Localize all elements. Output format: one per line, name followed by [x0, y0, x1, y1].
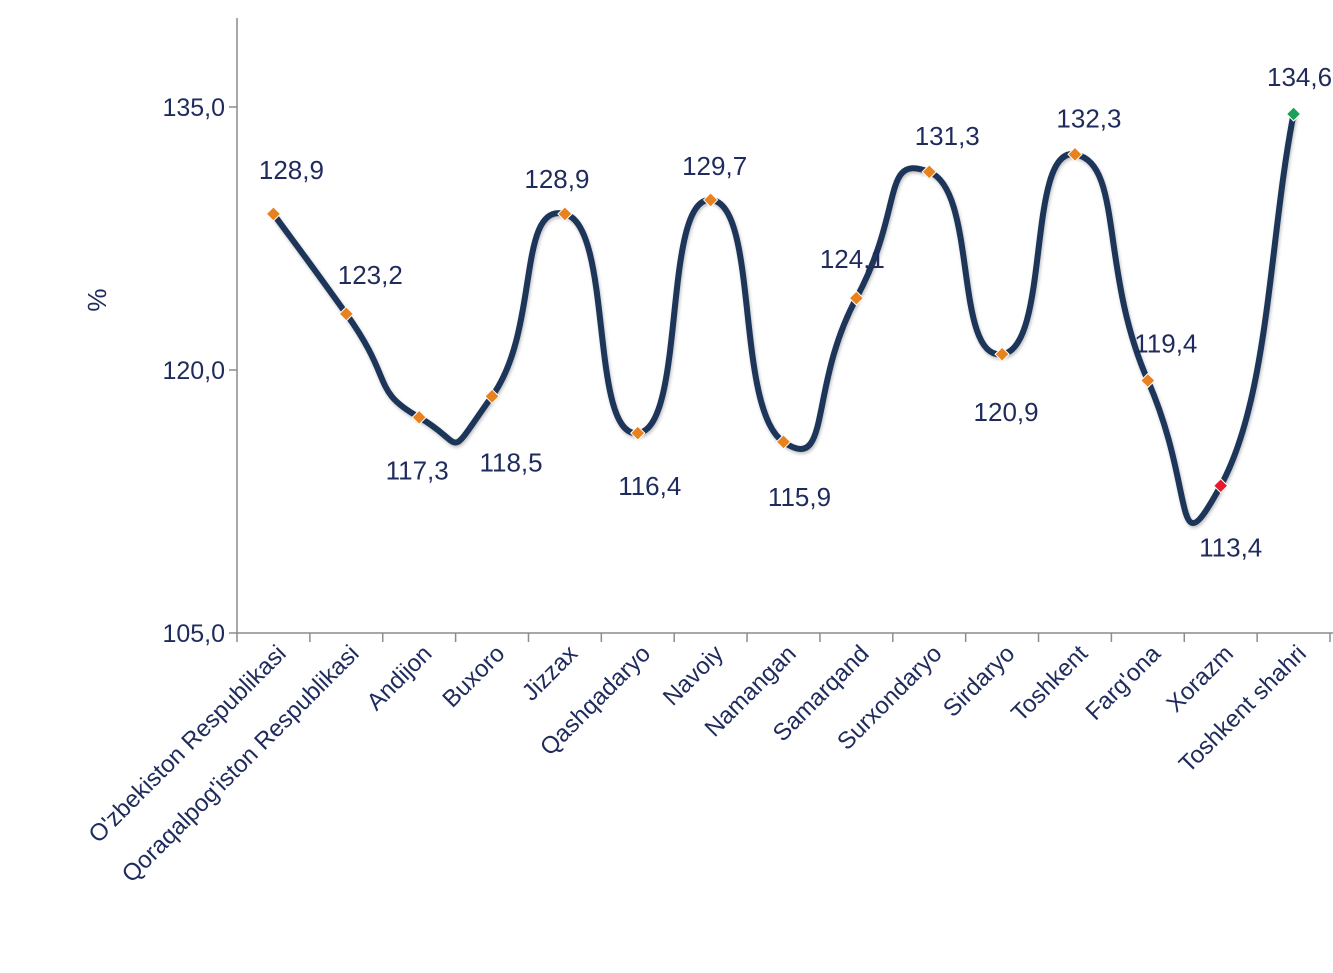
data-point-marker — [1140, 372, 1156, 389]
data-point-marker — [1067, 146, 1083, 163]
data-point-marker — [848, 290, 865, 306]
y-axis-title: % — [82, 288, 112, 311]
data-label: 120,9 — [974, 397, 1039, 427]
data-point-marker — [775, 434, 792, 450]
data-label: 129,7 — [682, 151, 747, 181]
x-category-label: Navoiy — [658, 640, 729, 711]
data-point-marker — [338, 306, 355, 322]
data-point-marker — [1212, 478, 1229, 494]
data-point-marker — [484, 388, 500, 405]
y-tick-label: 105,0 — [162, 620, 225, 648]
y-tick-label: 135,0 — [162, 94, 225, 122]
data-label: 128,9 — [259, 155, 324, 185]
data-label: 134,6 — [1267, 62, 1332, 92]
series-line-group — [270, 111, 1297, 526]
axes: 105,0 120,0 135,0 — [162, 18, 1333, 648]
data-label: 132,3 — [1056, 103, 1121, 133]
x-category-label: Toshkent shahri — [1174, 640, 1312, 778]
data-label: 117,3 — [386, 455, 449, 485]
y-tick-label: 120,0 — [162, 357, 225, 385]
data-point-marker — [1285, 106, 1302, 122]
x-category-label: Andijon — [362, 640, 438, 716]
x-category-label: Jizzax — [517, 640, 583, 706]
data-label: 119,4 — [1134, 329, 1197, 359]
data-label: 128,9 — [524, 164, 589, 194]
data-point-marker — [265, 206, 282, 222]
data-label: 116,4 — [618, 471, 681, 501]
data-point-marker — [411, 409, 427, 426]
data-label: 123,2 — [338, 260, 403, 290]
data-label: 124,1 — [820, 244, 885, 274]
data-label: 113,4 — [1199, 533, 1262, 563]
data-point-marker — [921, 164, 937, 180]
data-point-marker — [557, 206, 573, 222]
x-category-labels: O'zbekiston RespublikasiQoraqalpog'iston… — [84, 640, 1312, 888]
x-category-label: Farg'ona — [1081, 640, 1167, 726]
data-label: 115,9 — [768, 482, 831, 512]
data-point-marker — [702, 192, 719, 208]
data-labels-group: 128,9 123,2 117,3 118,5 128,9 116,4 129,7 115,9… — [259, 62, 1332, 563]
data-label: 118,5 — [479, 447, 542, 477]
data-point-marker — [994, 346, 1010, 362]
x-category-label: Toshkent — [1006, 640, 1093, 727]
series-line — [270, 111, 1297, 526]
data-point-marker — [630, 425, 646, 441]
markers-group — [265, 106, 1302, 494]
x-category-label: Buxoro — [437, 640, 510, 713]
data-label: 131,3 — [915, 121, 980, 151]
